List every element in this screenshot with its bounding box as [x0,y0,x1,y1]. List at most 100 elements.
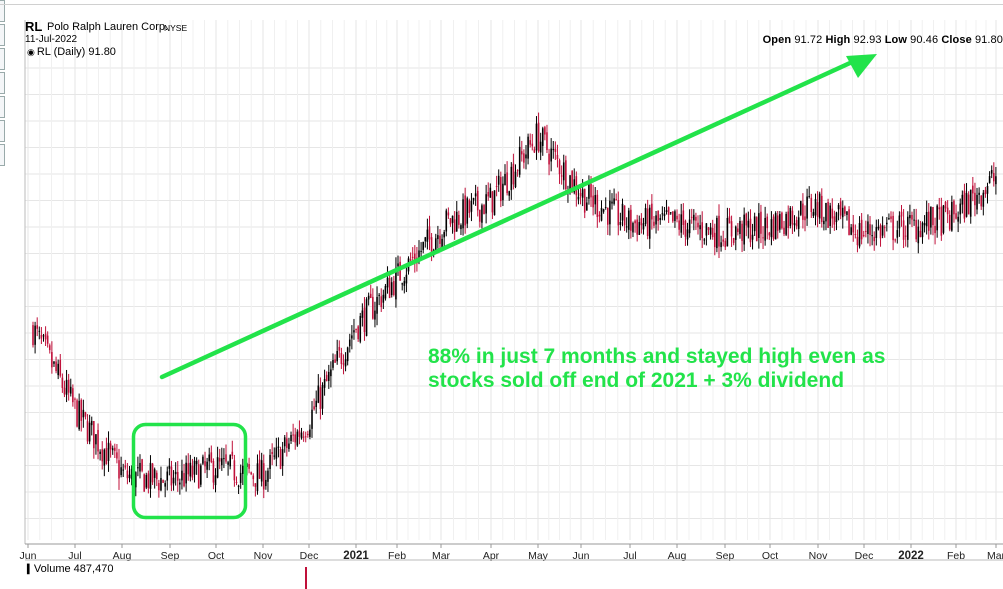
candle-body [59,359,62,376]
candle-body [147,473,150,489]
candle-body [785,213,787,235]
candle-body [325,374,328,382]
candle-body [101,449,104,462]
candle-body [210,452,213,463]
candle-body [254,483,257,487]
candle-body [854,234,857,236]
candle-body [665,210,668,213]
candle-body [430,237,433,254]
candle-body [749,218,752,243]
candle-body [877,226,880,229]
candle-body [447,212,450,216]
candle-body [936,205,938,231]
candle-body [237,485,240,487]
candle-body [61,377,64,389]
candle-body [200,465,202,485]
tool-button[interactable] [0,120,5,142]
candle-body [275,447,278,459]
candle-body [63,387,66,395]
candle-body [76,400,78,427]
candle-body [800,201,802,215]
candle-body [634,220,636,224]
candle-body [586,202,588,211]
candle-body [372,296,374,319]
candle-body [766,216,769,229]
candle-body [185,462,187,484]
candle-body [904,235,907,237]
x-tick-label: Dec [855,550,874,562]
candle-body [57,363,59,376]
candle-body [976,194,978,210]
candle-body [48,345,51,351]
candle-body [862,235,865,237]
candle-body [340,352,343,364]
company-name: Polo Ralph Lauren Corp. [47,21,169,33]
tool-button[interactable] [0,0,5,22]
x-tick-label: May [528,550,549,562]
candle-body [993,172,995,182]
candle-body [216,457,219,478]
candle-body [151,463,154,483]
candle-body [890,216,892,219]
candle-body [539,141,542,153]
candle-body [642,223,645,230]
candle-body [810,197,813,213]
volume-bar [305,567,307,589]
candle-body [105,447,108,465]
candle-body [560,175,563,177]
tool-button[interactable] [0,48,5,70]
candle-body [128,474,131,479]
candle-body [464,195,466,226]
candle-body [158,483,160,491]
candle-body [833,216,836,225]
candle-body [869,224,871,236]
chart-toolstrip[interactable] [0,0,5,170]
tool-button[interactable] [0,24,5,46]
candle-body [479,209,481,222]
candle-body [745,213,748,226]
tool-button[interactable] [0,72,5,94]
candle-body [307,433,309,435]
candle-body [739,220,741,235]
candle-body [319,387,322,410]
candle-body [122,469,125,471]
candle-body [294,434,297,443]
candle-body [661,213,664,215]
candle-body [218,458,221,462]
tool-button[interactable] [0,144,5,166]
candle-body [269,454,271,470]
candle-body [768,232,771,236]
candle-body [311,409,313,429]
candle-body [760,211,762,234]
candle-body [221,458,223,466]
candle-body [273,455,276,457]
candle-body [393,280,395,295]
candle-body [676,215,678,220]
candle-body [55,361,57,372]
x-tick-label: Jun [573,550,590,562]
candle-body [116,452,118,459]
candle-body [602,209,605,212]
candle-body [520,151,523,155]
candle-body [741,223,743,241]
x-tick-label: Oct [208,550,224,562]
ohlc-readout: Open 91.72 High 92.93 Low 90.46 Close 91… [763,34,1003,46]
candle-body [208,454,211,462]
candle-body [525,154,527,159]
candlestick-icon: ◉ [27,47,35,57]
candle-body [424,237,427,242]
candle-body [197,464,200,489]
candle-body [69,386,72,394]
candle-body [137,467,139,469]
candle-body [451,215,454,223]
tool-button[interactable] [0,96,5,118]
candle-body [241,465,244,474]
candle-body [963,190,966,219]
candle-body [124,465,127,468]
candle-body [875,227,878,238]
candle-body [594,195,597,205]
candle-body [443,232,445,238]
candle-body [921,222,924,238]
candle-body [755,217,758,242]
candle-body [422,241,424,250]
